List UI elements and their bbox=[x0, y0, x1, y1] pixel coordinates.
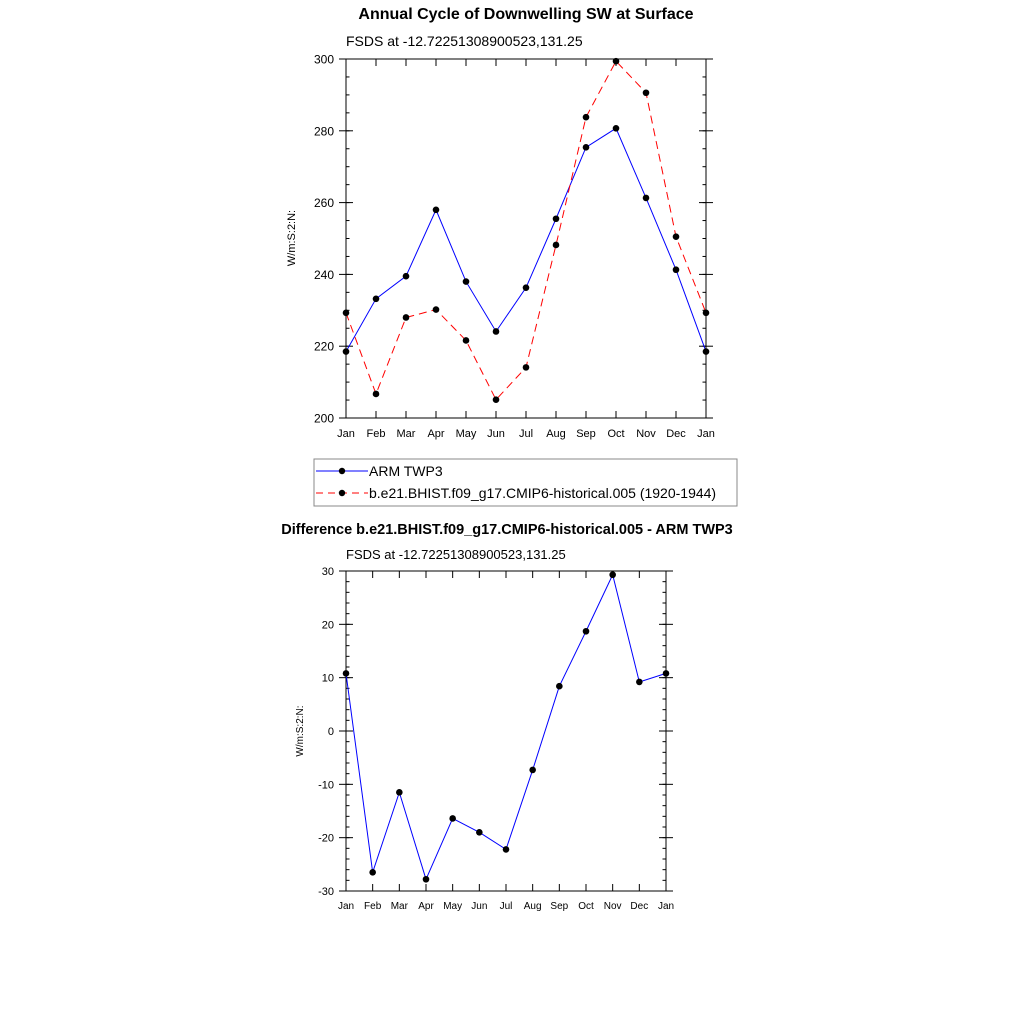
data-point bbox=[582, 144, 590, 151]
chart-subtitle-bottom: FSDS at -12.72251308900523,131.25 bbox=[346, 547, 566, 562]
y-tick-label: -10 bbox=[318, 779, 334, 791]
data-point bbox=[342, 670, 350, 677]
data-point bbox=[702, 309, 710, 317]
x-tick-label: Aug bbox=[524, 901, 542, 912]
data-point bbox=[372, 390, 380, 398]
data-point bbox=[672, 233, 680, 241]
y-tick-label: 300 bbox=[314, 53, 334, 67]
data-point bbox=[556, 682, 563, 690]
x-tick-label: Jul bbox=[500, 901, 513, 912]
data-point bbox=[522, 284, 530, 291]
x-tick-label: Feb bbox=[367, 428, 386, 440]
x-tick-label: Jan bbox=[697, 428, 715, 440]
plot-top: Jan Feb Mar Apr May Jun Jul Aug Sep Oct Nov Dec Jan2… bbox=[314, 53, 715, 441]
data-point bbox=[476, 829, 483, 836]
x-tick-label: Oct bbox=[607, 428, 624, 440]
data-point bbox=[609, 571, 616, 579]
data-point bbox=[529, 766, 536, 774]
x-tick-label: Apr bbox=[427, 428, 444, 440]
x-tick-label: Dec bbox=[630, 901, 648, 912]
data-point bbox=[582, 113, 590, 121]
x-tick-label: Apr bbox=[418, 901, 434, 912]
x-tick-label: May bbox=[456, 428, 477, 440]
x-tick-label: Nov bbox=[636, 428, 656, 440]
data-point bbox=[612, 57, 620, 65]
data-point bbox=[402, 314, 410, 321]
y-axis-label-top: W/m:S:2:N: bbox=[286, 210, 298, 266]
data-point bbox=[462, 337, 470, 344]
data-point bbox=[662, 670, 670, 677]
legend-marker-arm bbox=[338, 467, 346, 475]
legend-marker-model bbox=[338, 489, 346, 497]
y-tick-label: 0 bbox=[328, 726, 334, 738]
data-point bbox=[552, 215, 560, 223]
data-point bbox=[422, 875, 430, 883]
legend: ARM TWP3 b.e21.BHIST.f09_g17.CMIP6-histo… bbox=[313, 458, 738, 507]
data-point bbox=[642, 194, 650, 202]
series-line-0 bbox=[345, 573, 667, 881]
x-tick-label: Sep bbox=[550, 901, 568, 912]
data-point bbox=[582, 627, 590, 635]
data-point bbox=[636, 678, 643, 686]
data-point bbox=[396, 789, 403, 796]
data-point bbox=[342, 309, 350, 317]
data-point bbox=[552, 241, 560, 249]
y-tick-label: 280 bbox=[314, 124, 334, 138]
data-point bbox=[372, 295, 380, 303]
x-tick-label: Jul bbox=[519, 428, 533, 440]
x-tick-label: Nov bbox=[604, 901, 622, 912]
y-tick-label: 220 bbox=[314, 340, 334, 354]
plot-bottom: Jan Feb Mar Apr May Jun Jul Aug Sep Oct Nov Dec Jan-… bbox=[318, 566, 674, 912]
y-tick-label: 20 bbox=[322, 619, 334, 631]
x-tick-label: Mar bbox=[397, 428, 416, 440]
data-point bbox=[492, 396, 500, 403]
data-point bbox=[612, 124, 620, 132]
chart-title-top: Annual Cycle of Downwelling SW at Surfac… bbox=[358, 6, 693, 23]
x-tick-label: Jun bbox=[487, 428, 505, 440]
x-tick-label: Jan bbox=[338, 901, 354, 912]
data-point bbox=[672, 266, 680, 274]
data-point bbox=[522, 364, 530, 371]
data-point bbox=[342, 348, 350, 355]
y-tick-label: 10 bbox=[322, 673, 334, 685]
legend-label-arm: ARM TWP3 bbox=[369, 463, 443, 479]
data-point bbox=[449, 815, 456, 822]
data-point bbox=[492, 328, 500, 335]
x-tick-label: Jan bbox=[337, 428, 355, 440]
data-point bbox=[462, 278, 470, 285]
x-tick-label: Jan bbox=[658, 901, 674, 912]
data-point bbox=[402, 272, 410, 280]
chart-title-bottom: Difference b.e21.BHIST.f09_g17.CMIP6-his… bbox=[281, 522, 733, 538]
chart-subtitle-top: FSDS at -12.72251308900523,131.25 bbox=[346, 33, 583, 49]
x-tick-label: May bbox=[443, 901, 462, 912]
series-line-1 bbox=[345, 60, 707, 401]
data-point bbox=[432, 206, 440, 214]
x-tick-label: Oct bbox=[578, 901, 594, 912]
legend-box bbox=[313, 458, 738, 507]
data-point bbox=[702, 348, 710, 355]
series-line-0 bbox=[345, 127, 707, 352]
y-tick-label: -20 bbox=[318, 833, 334, 845]
x-tick-label: Feb bbox=[364, 901, 382, 912]
x-tick-label: Sep bbox=[576, 428, 596, 440]
data-point bbox=[642, 89, 650, 97]
x-tick-label: Mar bbox=[391, 901, 409, 912]
y-tick-label: 200 bbox=[314, 412, 334, 426]
data-point bbox=[432, 306, 440, 313]
data-point bbox=[502, 846, 510, 853]
y-tick-label: 240 bbox=[314, 268, 334, 282]
y-axis-label-bottom: W/m:S:2:N: bbox=[295, 705, 306, 756]
y-tick-label: 260 bbox=[314, 196, 334, 210]
x-tick-label: Jun bbox=[471, 901, 487, 912]
legend-label-model: b.e21.BHIST.f09_g17.CMIP6-historical.005… bbox=[369, 485, 716, 501]
x-tick-label: Dec bbox=[666, 428, 686, 440]
y-tick-label: 30 bbox=[322, 566, 334, 578]
plot-frame bbox=[345, 570, 667, 892]
data-point bbox=[369, 869, 376, 876]
y-tick-label: -30 bbox=[318, 886, 334, 898]
x-tick-label: Aug bbox=[546, 428, 566, 440]
